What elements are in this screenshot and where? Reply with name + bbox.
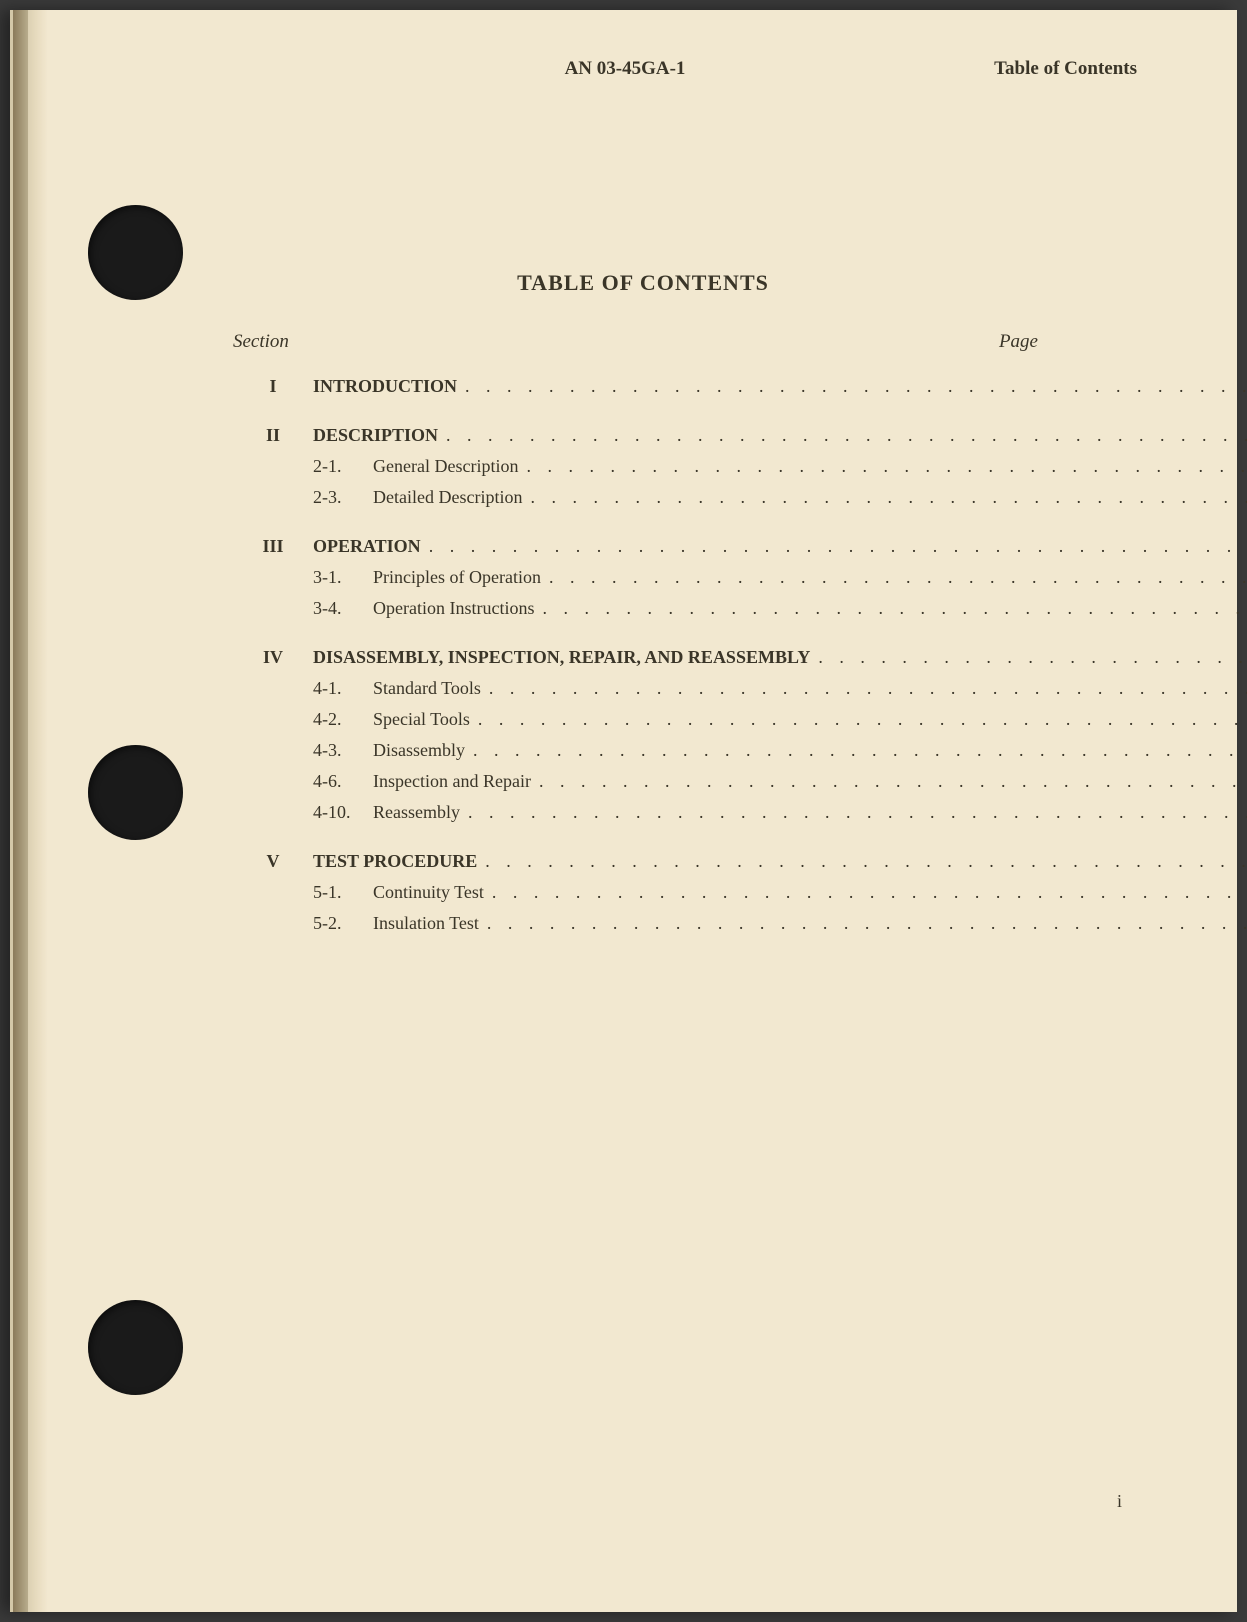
entry-body: 3-1.Principles of Operation . . . . . . .… xyxy=(313,564,1247,591)
toc-main-entry: IIIOPERATION. . . . . . . . . . . . . . … xyxy=(233,533,1053,560)
entry-body: 2-1.General Description . . . . . . . . .… xyxy=(313,453,1247,480)
leader-dots: . . . . . . . . . . . . . . . . . . . . … xyxy=(485,848,1247,875)
entry-title: Insulation Test xyxy=(373,910,479,937)
binding-edge xyxy=(13,10,28,1612)
toc-title: TABLE OF CONTENTS xyxy=(233,270,1053,296)
sub-number: 2-1. xyxy=(313,453,373,480)
leader-dots: . . . . . . . . . . . . . . . . . . . . … xyxy=(539,768,1247,795)
sub-number: 4-3. xyxy=(313,737,373,764)
toc-sub-entry: 3-1.Principles of Operation. . . . . . .… xyxy=(233,564,1053,591)
entry-title: INTRODUCTION xyxy=(313,373,457,400)
entry-title: Detailed Description xyxy=(373,484,522,511)
sub-number: 4-10. xyxy=(313,799,373,826)
section-number: II xyxy=(233,422,313,449)
page-column-label: Page xyxy=(999,331,1038,353)
entry-title: TEST PROCEDURE xyxy=(313,848,477,875)
sub-number: 4-1. xyxy=(313,675,373,702)
leader-dots: . . . . . . . . . . . . . . . . . . . . … xyxy=(526,453,1247,480)
entry-title: General Description xyxy=(373,453,518,480)
entry-body: 4-2.Special Tools . . . . . . . . . . . .… xyxy=(313,706,1247,733)
entry-title: Disassembly xyxy=(373,737,465,764)
sub-number: 2-3. xyxy=(313,484,373,511)
header-label: Table of Contents xyxy=(994,58,1137,80)
toc-main-entry: IVDISASSEMBLY, INSPECTION, REPAIR, AND R… xyxy=(233,644,1053,671)
toc-sub-entry: 5-1.Continuity Test. . . . . . . . . . .… xyxy=(233,879,1053,906)
leader-dots: . . . . . . . . . . . . . . . . . . . . … xyxy=(478,706,1247,733)
leader-dots: . . . . . . . . . . . . . . . . . . . . … xyxy=(473,737,1247,764)
entry-body: TEST PROCEDURE . . . . . . . . . . . . . … xyxy=(313,848,1247,875)
entry-title: Principles of Operation xyxy=(373,564,541,591)
toc-body: IINTRODUCTION. . . . . . . . . . . . . .… xyxy=(233,373,1053,937)
toc-section: IIDESCRIPTION. . . . . . . . . . . . . .… xyxy=(233,422,1053,511)
entry-body: INTRODUCTION . . . . . . . . . . . . . . … xyxy=(313,373,1247,400)
section-column-label: Section xyxy=(233,331,289,353)
leader-dots: . . . . . . . . . . . . . . . . . . . . … xyxy=(489,675,1247,702)
entry-body: 4-3.Disassembly . . . . . . . . . . . . .… xyxy=(313,737,1247,764)
punch-hole xyxy=(88,1300,183,1395)
sub-number: 3-4. xyxy=(313,595,373,622)
toc-column-headers: Section Page xyxy=(233,331,1053,353)
toc-sub-entry: 5-2.Insulation Test. . . . . . . . . . .… xyxy=(233,910,1053,937)
toc-sub-entry: 4-1.Standard Tools. . . . . . . . . . . … xyxy=(233,675,1053,702)
leader-dots: . . . . . . . . . . . . . . . . . . . . … xyxy=(465,373,1247,400)
entry-body: 5-2.Insulation Test . . . . . . . . . . .… xyxy=(313,910,1247,937)
toc-content: TABLE OF CONTENTS Section Page IINTRODUC… xyxy=(233,270,1053,959)
toc-sub-entry: 3-4.Operation Instructions. . . . . . . … xyxy=(233,595,1053,622)
entry-body: 4-10.Reassembly . . . . . . . . . . . . .… xyxy=(313,799,1247,826)
sub-number: 5-1. xyxy=(313,879,373,906)
section-number: III xyxy=(233,533,313,560)
leader-dots: . . . . . . . . . . . . . . . . . . . . … xyxy=(549,564,1247,591)
toc-sub-entry: 2-3.Detailed Description. . . . . . . . … xyxy=(233,484,1053,511)
entry-title: Continuity Test xyxy=(373,879,484,906)
toc-sub-entry: 4-3.Disassembly. . . . . . . . . . . . .… xyxy=(233,737,1053,764)
toc-section: IINTRODUCTION. . . . . . . . . . . . . .… xyxy=(233,373,1053,400)
punch-hole xyxy=(88,205,183,300)
section-number: IV xyxy=(233,644,313,671)
toc-section: IVDISASSEMBLY, INSPECTION, REPAIR, AND R… xyxy=(233,644,1053,826)
entry-title: Operation Instructions xyxy=(373,595,534,622)
entry-title: DESCRIPTION xyxy=(313,422,438,449)
leader-dots: . . . . . . . . . . . . . . . . . . . . … xyxy=(468,799,1247,826)
entry-title: Standard Tools xyxy=(373,675,481,702)
entry-body: DESCRIPTION . . . . . . . . . . . . . . .… xyxy=(313,422,1247,449)
sub-number: 3-1. xyxy=(313,564,373,591)
toc-sub-entry: 2-1.General Description. . . . . . . . .… xyxy=(233,453,1053,480)
sub-number: 4-2. xyxy=(313,706,373,733)
entry-title: DISASSEMBLY, INSPECTION, REPAIR, AND REA… xyxy=(313,644,810,671)
entry-body: 5-1.Continuity Test . . . . . . . . . . .… xyxy=(313,879,1247,906)
sub-number: 4-6. xyxy=(313,768,373,795)
entry-body: 4-1.Standard Tools . . . . . . . . . . . … xyxy=(313,675,1247,702)
entry-body: 3-4.Operation Instructions . . . . . . . … xyxy=(313,595,1247,622)
entry-body: 2-3.Detailed Description . . . . . . . . … xyxy=(313,484,1247,511)
toc-main-entry: VTEST PROCEDURE. . . . . . . . . . . . .… xyxy=(233,848,1053,875)
leader-dots: . . . . . . . . . . . . . . . . . . . . … xyxy=(492,879,1247,906)
document-page: AN 03-45GA-1 Table of Contents TABLE OF … xyxy=(10,10,1237,1612)
toc-section: VTEST PROCEDURE. . . . . . . . . . . . .… xyxy=(233,848,1053,937)
toc-section: IIIOPERATION. . . . . . . . . . . . . . … xyxy=(233,533,1053,622)
toc-sub-entry: 4-10.Reassembly. . . . . . . . . . . . .… xyxy=(233,799,1053,826)
leader-dots: . . . . . . . . . . . . . . . . . . . . … xyxy=(429,533,1247,560)
leader-dots: . . . . . . . . . . . . . . . . . . . . … xyxy=(542,595,1247,622)
entry-title: Special Tools xyxy=(373,706,470,733)
section-number: V xyxy=(233,848,313,875)
leader-dots: . . . . . . . . . . . . . . . . . . . . … xyxy=(446,422,1247,449)
entry-title: Inspection and Repair xyxy=(373,768,531,795)
entry-body: OPERATION . . . . . . . . . . . . . . . .… xyxy=(313,533,1247,560)
punch-hole xyxy=(88,745,183,840)
toc-main-entry: IIDESCRIPTION. . . . . . . . . . . . . .… xyxy=(233,422,1053,449)
entry-title: OPERATION xyxy=(313,533,421,560)
toc-main-entry: IINTRODUCTION. . . . . . . . . . . . . .… xyxy=(233,373,1053,400)
leader-dots: . . . . . . . . . . . . . . . . . . . . … xyxy=(530,484,1247,511)
leader-dots: . . . . . . . . . . . . . . . . . . . . … xyxy=(818,644,1247,671)
entry-title: Reassembly xyxy=(373,799,460,826)
entry-body: 4-6.Inspection and Repair . . . . . . . .… xyxy=(313,768,1247,795)
toc-sub-entry: 4-6.Inspection and Repair. . . . . . . .… xyxy=(233,768,1053,795)
sub-number: 5-2. xyxy=(313,910,373,937)
entry-body: DISASSEMBLY, INSPECTION, REPAIR, AND REA… xyxy=(313,644,1247,671)
leader-dots: . . . . . . . . . . . . . . . . . . . . … xyxy=(487,910,1247,937)
toc-sub-entry: 4-2.Special Tools. . . . . . . . . . . .… xyxy=(233,706,1053,733)
page-number: i xyxy=(1117,1491,1122,1512)
section-number: I xyxy=(233,373,313,400)
